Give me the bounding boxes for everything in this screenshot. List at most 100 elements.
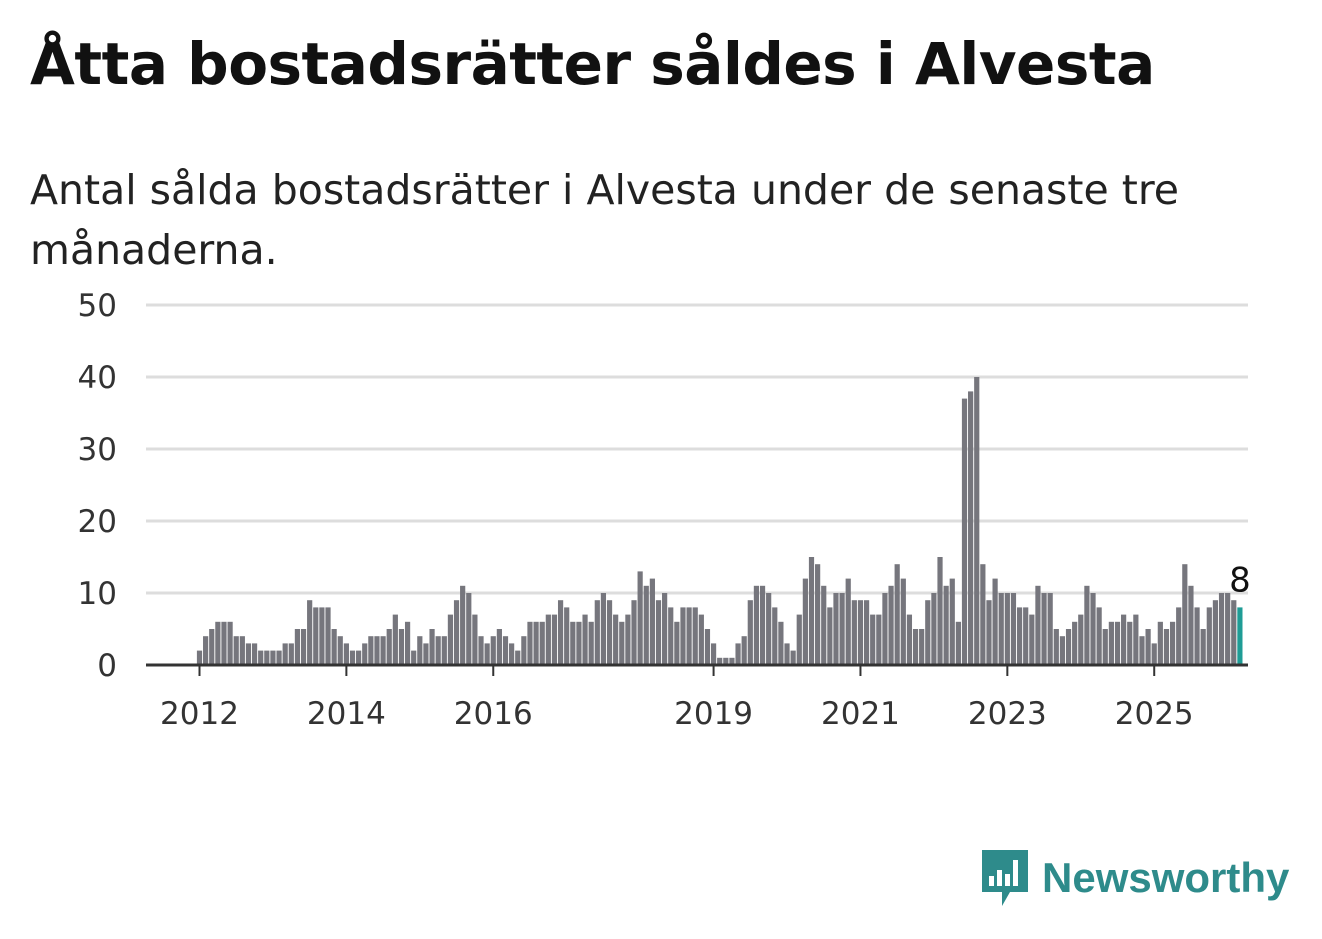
x-tick-label: 2012 [160, 696, 239, 732]
bar [686, 607, 692, 665]
bar [270, 650, 276, 665]
bar [857, 600, 864, 665]
bar [931, 593, 937, 665]
bar [986, 600, 992, 665]
bar [1145, 629, 1151, 665]
bar [411, 650, 417, 665]
bar [943, 585, 949, 665]
bar [1029, 614, 1035, 665]
y-axis-ticks: 0 10 20 30 40 50 [78, 288, 117, 684]
bar [233, 636, 239, 665]
bar [1102, 629, 1108, 665]
bar [245, 643, 252, 665]
bar [961, 398, 968, 665]
bar [741, 636, 747, 665]
bar [1127, 621, 1133, 665]
bar [619, 621, 625, 665]
bar [582, 614, 588, 665]
gridlines [146, 303, 1248, 595]
bar [937, 557, 943, 665]
bar [839, 593, 845, 665]
bar [325, 607, 331, 665]
bar-value-label: 8 [1229, 560, 1251, 600]
bar [870, 614, 876, 665]
bar [227, 621, 233, 665]
bar [545, 614, 551, 665]
bar [319, 607, 325, 665]
bar [1200, 629, 1206, 665]
bar [674, 621, 680, 665]
bar [288, 643, 294, 665]
bar [282, 643, 288, 665]
bar [466, 593, 472, 665]
bar [717, 657, 723, 665]
bar [655, 600, 662, 665]
bar [196, 650, 203, 665]
bars [196, 377, 1243, 665]
bar [919, 629, 925, 665]
bar [1072, 621, 1078, 665]
bar [337, 636, 343, 665]
bar [460, 585, 466, 665]
bar [496, 629, 502, 665]
bar [294, 629, 301, 665]
bar [502, 636, 509, 665]
x-tick-label: 2019 [674, 696, 753, 732]
bar [1096, 607, 1102, 665]
bar [1231, 600, 1237, 665]
y-tick-label: 10 [78, 576, 117, 612]
y-tick-label: 50 [78, 288, 117, 324]
bar-chart: 0 10 20 30 40 50 2012 2014 2016 2019 2021 2023 2025… [78, 288, 1251, 732]
bar [600, 593, 607, 665]
bar [343, 643, 349, 665]
bar [209, 629, 215, 665]
bar [392, 614, 398, 665]
bar [386, 629, 392, 665]
bar [404, 621, 411, 665]
bar [1182, 564, 1188, 665]
y-tick-label: 30 [78, 432, 117, 468]
bar [692, 607, 698, 665]
newsworthy-brand[interactable]: Newsworthy [980, 846, 1289, 910]
bar [576, 621, 582, 665]
bar [784, 643, 790, 665]
bar [203, 636, 209, 665]
bar [362, 643, 368, 665]
bar-highlight [1237, 607, 1243, 665]
bar [625, 614, 631, 665]
chart-subtitle: Antal sålda bostadsrätter i Alvesta unde… [30, 166, 1180, 274]
bar [845, 578, 851, 665]
bar [1212, 600, 1219, 665]
bar [827, 607, 833, 665]
bar [276, 650, 282, 665]
bar [876, 614, 882, 665]
y-tick-label: 40 [78, 360, 117, 396]
bar [1176, 607, 1182, 665]
bar [417, 636, 423, 665]
bar [564, 607, 570, 665]
bar [1090, 593, 1096, 665]
bar [527, 621, 533, 665]
bar [606, 600, 613, 665]
bar [680, 607, 686, 665]
bar [374, 636, 380, 665]
bar [300, 629, 307, 665]
bar [729, 657, 735, 665]
bar [557, 600, 564, 665]
bar [980, 564, 986, 665]
bar [239, 636, 245, 665]
bar [851, 600, 857, 665]
bar [766, 593, 772, 665]
bar [1133, 614, 1139, 665]
bar [1151, 643, 1157, 665]
bar [882, 593, 888, 665]
bar [368, 636, 374, 665]
bar [570, 621, 576, 665]
annotations: 8 [1229, 560, 1251, 600]
bar [349, 650, 356, 665]
bar [637, 571, 643, 665]
bar [594, 600, 600, 665]
bar [808, 557, 815, 665]
bar [398, 629, 405, 665]
bar [1035, 585, 1041, 665]
